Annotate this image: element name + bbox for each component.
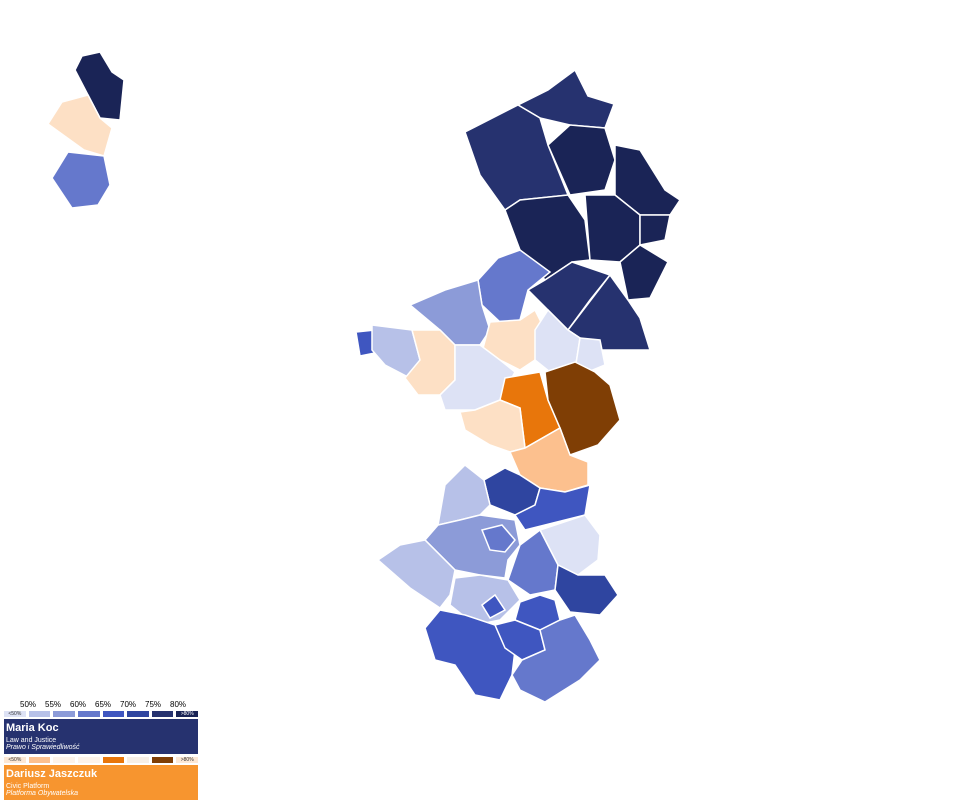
tick-label: 75%	[145, 700, 162, 709]
scale-swatch	[28, 757, 51, 763]
scale-swatch	[127, 757, 149, 763]
region[interactable]	[481, 593, 507, 619]
candidate-name: Dariusz Jaszczuk	[6, 768, 98, 780]
inset-regions	[46, 51, 125, 209]
tick-label: 80%	[170, 700, 187, 709]
scale-swatch	[77, 711, 100, 717]
scale-swatch	[127, 711, 149, 717]
region[interactable]	[376, 539, 456, 610]
region[interactable]	[74, 51, 125, 121]
scale-swatch	[151, 757, 174, 763]
tick-label: 50%	[20, 700, 37, 709]
party-name-polish: Prawo i Sprawiedliwość	[6, 744, 80, 751]
party-name: Civic Platform	[6, 783, 50, 790]
scale-swatch	[53, 757, 75, 763]
candidate-jaszczuk: Dariusz Jaszczuk Civic Platform Platform…	[4, 765, 198, 800]
region[interactable]	[449, 574, 521, 626]
region[interactable]	[511, 614, 601, 703]
region[interactable]	[544, 361, 621, 456]
party-name: Law and Justice	[6, 737, 57, 744]
region[interactable]	[619, 244, 669, 301]
candidate-name: Maria Koc	[6, 722, 59, 734]
scale-swatch	[102, 757, 125, 763]
party-name-polish: Platforma Obywatelska	[6, 790, 78, 797]
scale-swatch	[151, 711, 174, 717]
region[interactable]	[639, 214, 671, 246]
tick-label: 70%	[120, 700, 137, 709]
legend-ticks: 50% 55% 60% 65% 70% 75% 80%	[4, 700, 198, 710]
scale-swatch: <50%	[4, 711, 26, 717]
scale-swatch	[102, 711, 125, 717]
region[interactable]	[477, 249, 552, 323]
scale-swatch: <50%	[4, 757, 26, 763]
scale-swatch: >80%	[176, 757, 198, 763]
main-regions	[355, 68, 682, 703]
candidate-koc: Maria Koc Law and Justice Prawo i Sprawi…	[4, 719, 198, 754]
region[interactable]	[480, 524, 516, 553]
legend: 50% 55% 60% 65% 70% 75% 80% <50% >80% Mar…	[4, 700, 198, 800]
scale-swatch	[53, 711, 75, 717]
color-scale-koc: <50% >80%	[4, 711, 198, 717]
region[interactable]	[516, 68, 615, 129]
tick-label: 60%	[70, 700, 87, 709]
region[interactable]	[513, 483, 591, 531]
tick-label: 55%	[45, 700, 62, 709]
tick-label: 65%	[95, 700, 112, 709]
scale-swatch	[28, 711, 51, 717]
scale-swatch: >80%	[176, 711, 198, 717]
region[interactable]	[46, 94, 113, 157]
color-scale-jaszczuk: <50% >80%	[4, 757, 198, 763]
region[interactable]	[51, 151, 111, 209]
region[interactable]	[554, 563, 619, 616]
scale-swatch	[77, 757, 100, 763]
